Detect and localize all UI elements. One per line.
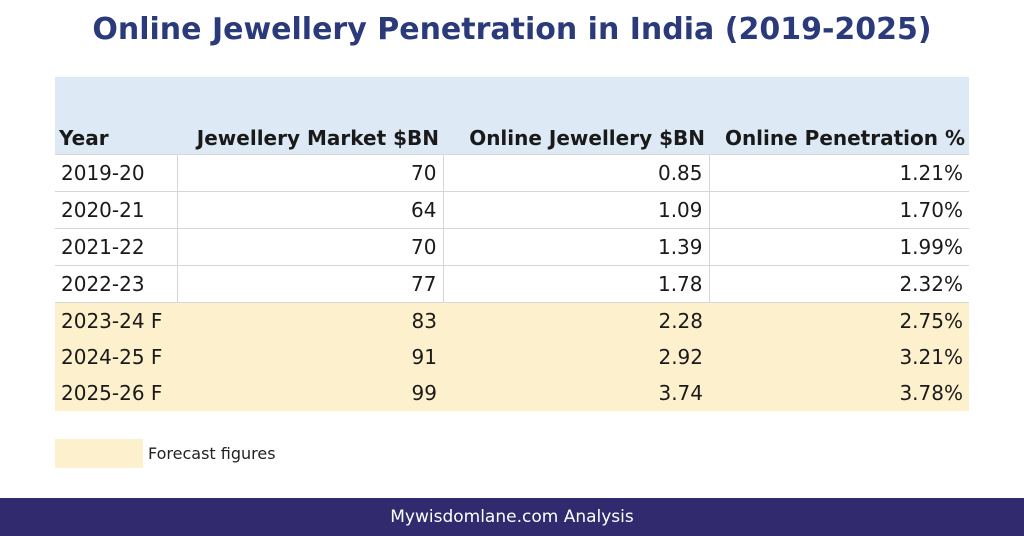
table-row: 2019-20 70 0.85 1.21% (55, 154, 969, 192)
cell-online: 2.92 (443, 339, 709, 375)
cell-online: 0.85 (442, 154, 710, 192)
header-year: Year (55, 77, 177, 155)
page-title: Online Jewellery Penetration in India (2… (92, 12, 932, 47)
table-row-forecast: 2025-26 F 99 3.74 3.78% (55, 375, 969, 411)
cell-market: 77 (176, 265, 444, 303)
cell-market: 91 (177, 339, 443, 375)
cell-year: 2019-20 (55, 154, 178, 192)
legend-label: Forecast figures (148, 444, 276, 463)
cell-penetration: 1.99% (708, 228, 969, 266)
table-header-row: Year Jewellery Market $BN Online Jewelle… (55, 77, 969, 155)
cell-year: 2021-22 (55, 228, 178, 266)
cell-penetration: 3.78% (709, 375, 969, 411)
cell-market: 99 (177, 375, 443, 411)
legend-swatch (55, 439, 143, 468)
cell-market: 70 (176, 154, 444, 192)
cell-online: 3.74 (443, 375, 709, 411)
header-online-penetration: Online Penetration % (709, 77, 969, 155)
cell-penetration: 1.21% (708, 154, 969, 192)
header-online-jewellery: Online Jewellery $BN (443, 77, 709, 155)
cell-year: 2025-26 F (55, 375, 177, 411)
cell-online: 1.78 (442, 265, 710, 303)
cell-online: 2.28 (443, 302, 709, 339)
table-row-forecast: 2023-24 F 83 2.28 2.75% (55, 302, 969, 339)
cell-online: 1.09 (442, 191, 710, 229)
cell-online: 1.39 (442, 228, 710, 266)
cell-market: 64 (176, 191, 444, 229)
footer-banner: Mywisdomlane.com Analysis (0, 498, 1024, 536)
cell-penetration: 2.32% (708, 265, 969, 303)
cell-year: 2024-25 F (55, 339, 177, 375)
cell-year: 2020-21 (55, 191, 178, 229)
cell-penetration: 3.21% (709, 339, 969, 375)
cell-penetration: 1.70% (708, 191, 969, 229)
penetration-table: Year Jewellery Market $BN Online Jewelle… (55, 77, 969, 411)
table-row-forecast: 2024-25 F 91 2.92 3.21% (55, 339, 969, 375)
table-row: 2022-23 77 1.78 2.32% (55, 265, 969, 303)
table-row: 2021-22 70 1.39 1.99% (55, 228, 969, 266)
cell-year: 2022-23 (55, 265, 178, 303)
cell-year: 2023-24 F (55, 302, 177, 339)
cell-market: 83 (177, 302, 443, 339)
cell-penetration: 2.75% (709, 302, 969, 339)
cell-market: 70 (176, 228, 444, 266)
table-row: 2020-21 64 1.09 1.70% (55, 191, 969, 229)
header-jewellery-market: Jewellery Market $BN (177, 77, 443, 155)
